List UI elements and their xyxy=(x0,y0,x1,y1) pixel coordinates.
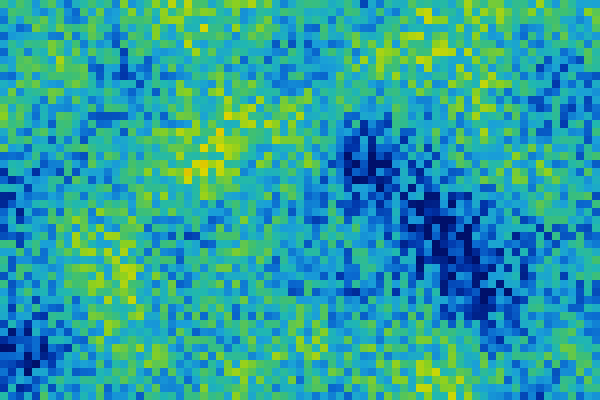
intensity-map-image xyxy=(0,0,600,400)
